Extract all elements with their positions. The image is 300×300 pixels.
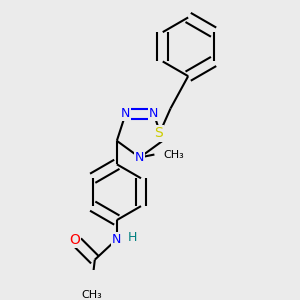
Text: S: S — [154, 126, 163, 140]
Text: CH₃: CH₃ — [82, 290, 102, 300]
Text: CH₃: CH₃ — [163, 149, 184, 160]
Text: H: H — [128, 231, 137, 244]
Text: O: O — [69, 233, 80, 247]
Text: N: N — [121, 107, 130, 120]
Text: N: N — [112, 233, 122, 246]
Text: N: N — [135, 151, 144, 164]
Text: N: N — [149, 107, 159, 120]
